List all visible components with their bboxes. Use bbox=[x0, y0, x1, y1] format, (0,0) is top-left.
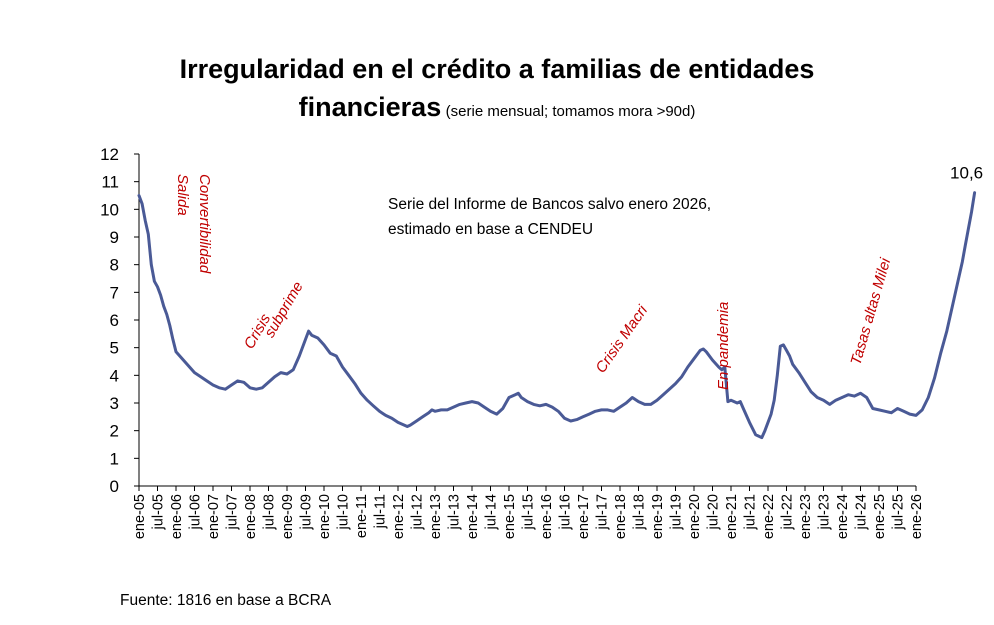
x-axis-ticks: ene-05 jul-05 ene-06 jul-06 ene-07 jul-07 ene-… bbox=[132, 486, 925, 539]
x-tick-label: ene-23 bbox=[798, 494, 814, 539]
chart-note-line-2: estimado en base a CENDEU bbox=[388, 221, 593, 238]
x-tick-label: jul-09 bbox=[299, 494, 315, 530]
y-tick-label: 6 bbox=[110, 311, 119, 330]
y-tick-label: 0 bbox=[110, 477, 119, 496]
annotation-crisis-subprime: Crisissubprime bbox=[241, 273, 307, 358]
annotation-line: Convertibilidad bbox=[196, 174, 213, 274]
y-tick-label: 3 bbox=[110, 394, 119, 413]
x-tick-label: jul-18 bbox=[632, 494, 648, 530]
annotation-crisis-macri: Crisis Macri bbox=[592, 302, 651, 376]
annotation-line: En pandemia bbox=[715, 302, 732, 390]
end-value-label: 10,6 bbox=[950, 164, 983, 183]
annotation-line: Tasas altas Milei bbox=[848, 256, 895, 367]
x-tick-label: jul-17 bbox=[595, 494, 611, 530]
x-tick-label: jul-14 bbox=[484, 494, 500, 530]
x-tick-label: ene-07 bbox=[206, 494, 222, 539]
annotation-line: Crisis Macri bbox=[592, 302, 651, 376]
annotation-salida-convertibilidad: Salida Convertibilidad bbox=[174, 174, 213, 274]
x-tick-label: jul-15 bbox=[521, 494, 537, 530]
x-tick-label: jul-20 bbox=[706, 494, 722, 530]
y-tick-label: 12 bbox=[100, 145, 119, 164]
y-tick-label: 11 bbox=[101, 173, 119, 192]
x-tick-label: ene-25 bbox=[872, 494, 888, 539]
x-tick-label: ene-08 bbox=[243, 494, 259, 539]
series-line bbox=[137, 191, 977, 440]
chart-title-continuation: financieras bbox=[298, 92, 442, 122]
x-tick-label: ene-18 bbox=[613, 494, 629, 539]
chart-subtitle: (serie mensual; tomamos mora >90d) bbox=[445, 103, 696, 120]
x-tick-label: ene-12 bbox=[391, 494, 407, 539]
x-tick-label: jul-21 bbox=[743, 494, 759, 530]
x-tick-label: ene-26 bbox=[909, 494, 925, 539]
chart-note-line-1: Serie del Informe de Bancos salvo enero … bbox=[388, 196, 711, 213]
y-tick-label: 4 bbox=[110, 366, 119, 385]
x-tick-label: jul-24 bbox=[854, 494, 870, 530]
annotation-line: Salida bbox=[174, 174, 191, 216]
x-tick-label: ene-15 bbox=[502, 494, 518, 539]
annotation-tasas-altas-milei: Tasas altas Milei bbox=[848, 256, 895, 367]
x-tick-label: jul-19 bbox=[669, 494, 685, 530]
x-tick-label: ene-09 bbox=[280, 494, 296, 539]
x-tick-label: jul-16 bbox=[558, 494, 574, 530]
x-tick-label: jul-23 bbox=[817, 494, 833, 530]
x-tick-label: ene-17 bbox=[576, 494, 592, 539]
x-tick-label: ene-05 bbox=[132, 494, 148, 539]
y-tick-label: 5 bbox=[110, 339, 119, 358]
x-tick-label: ene-19 bbox=[650, 494, 666, 539]
x-tick-label: ene-21 bbox=[724, 494, 740, 539]
x-tick-label: ene-11 bbox=[354, 494, 370, 538]
annotation-line: subprime bbox=[261, 279, 307, 341]
x-tick-label: jul-22 bbox=[780, 494, 796, 530]
x-tick-label: ene-14 bbox=[465, 494, 481, 539]
chart-title-line2: financieras (serie mensual; tomamos mora… bbox=[0, 92, 994, 123]
x-tick-label: jul-12 bbox=[410, 494, 426, 530]
x-tick-label: ene-10 bbox=[317, 494, 333, 539]
x-tick-label: jul-05 bbox=[151, 494, 167, 530]
x-tick-label: ene-16 bbox=[539, 494, 555, 539]
x-tick-label: jul-08 bbox=[262, 494, 278, 530]
x-tick-label: ene-06 bbox=[169, 494, 185, 539]
x-tick-label: jul-11 bbox=[373, 494, 389, 529]
source-note: Fuente: 1816 en base a BCRA bbox=[120, 592, 332, 609]
chart-title: Irregularidad en el crédito a familias d… bbox=[179, 54, 815, 84]
annotation-en-pandemia: En pandemia bbox=[715, 302, 732, 390]
y-tick-label: 1 bbox=[110, 449, 119, 468]
x-tick-label: jul-06 bbox=[188, 494, 204, 530]
x-tick-label: ene-24 bbox=[835, 494, 851, 539]
y-tick-label: 10 bbox=[100, 200, 119, 219]
x-tick-label: ene-20 bbox=[687, 494, 703, 539]
x-tick-label: jul-25 bbox=[891, 494, 907, 530]
x-tick-label: jul-13 bbox=[447, 494, 463, 530]
y-tick-label: 2 bbox=[110, 422, 119, 441]
x-tick-label: jul-07 bbox=[225, 494, 241, 530]
x-tick-label: ene-22 bbox=[761, 494, 777, 539]
y-tick-label: 7 bbox=[110, 283, 119, 302]
y-tick-label: 8 bbox=[110, 256, 119, 275]
x-tick-label: jul-10 bbox=[336, 494, 352, 530]
x-tick-label: ene-13 bbox=[428, 494, 444, 539]
y-tick-label: 9 bbox=[110, 228, 119, 247]
